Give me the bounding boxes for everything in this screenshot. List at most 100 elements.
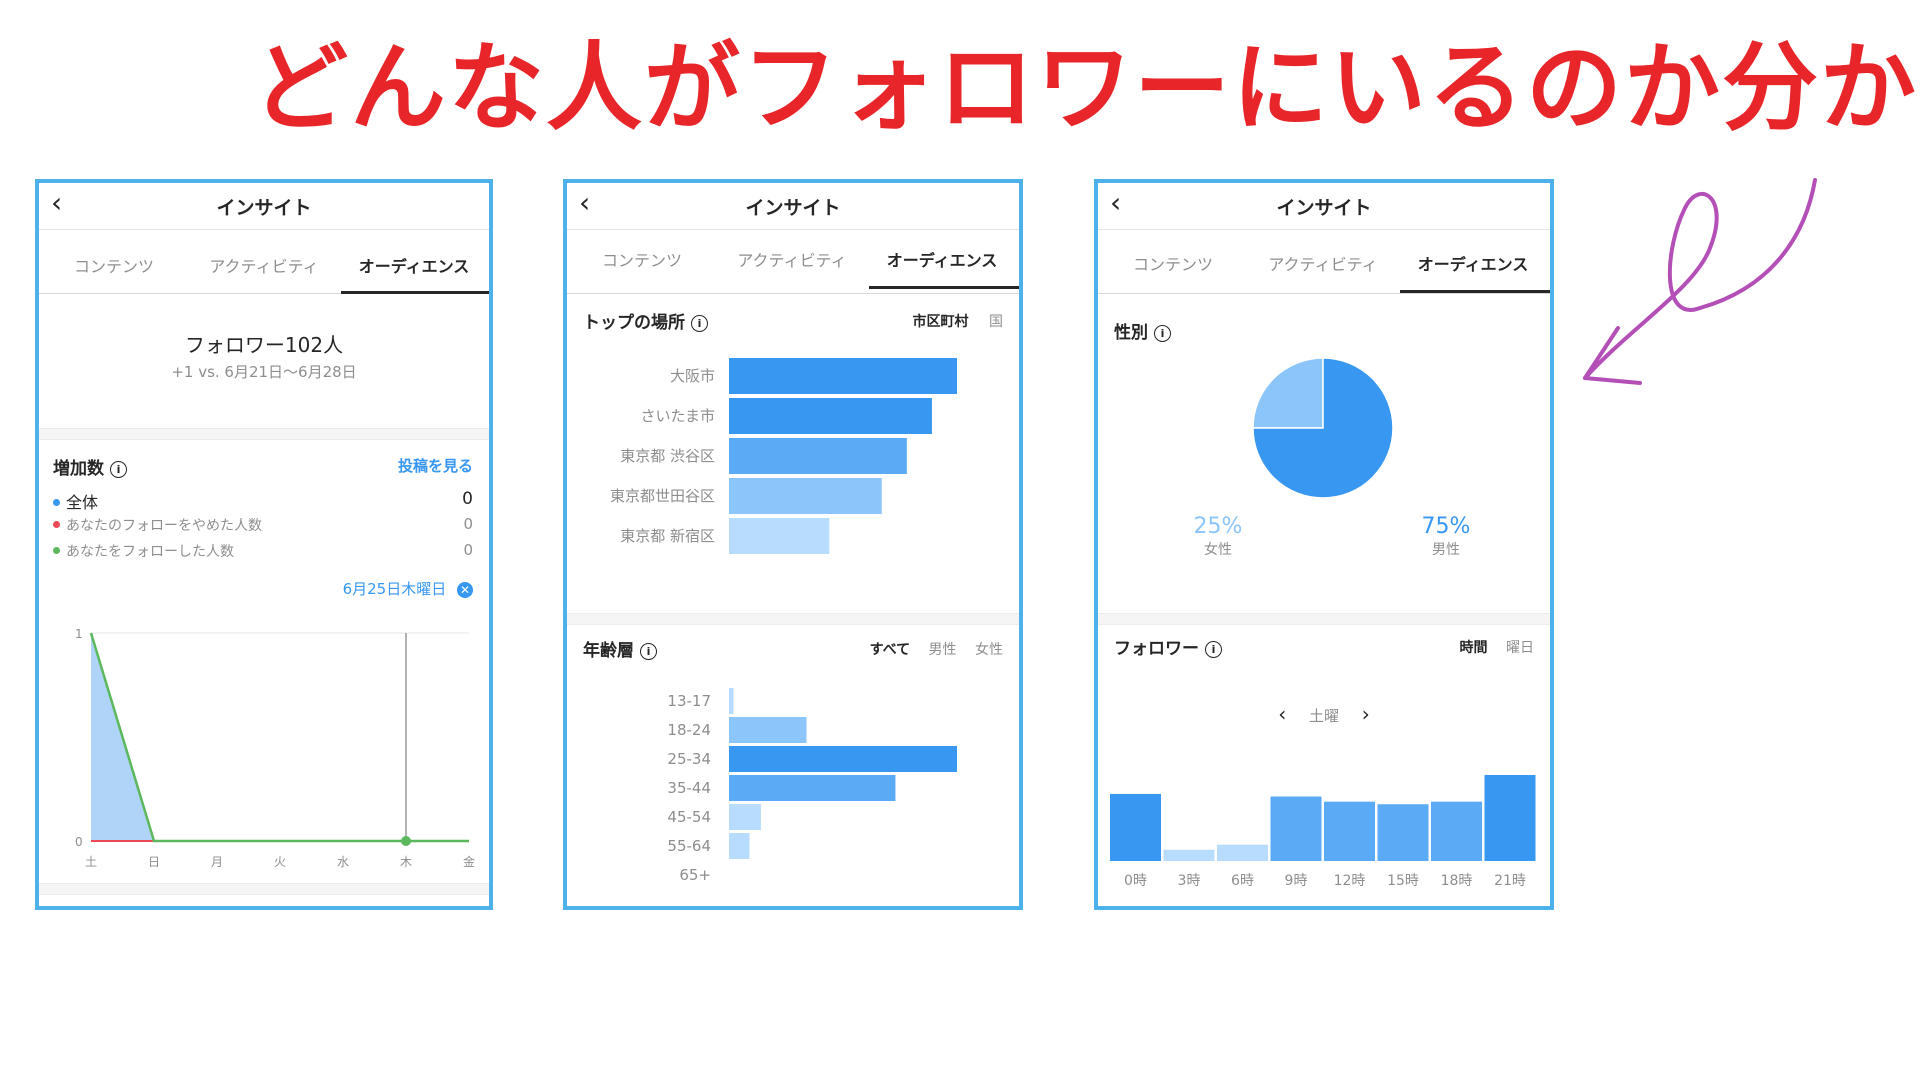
tab-bar: コンテンツ アクティビティ オーディエンス (567, 229, 1019, 294)
legend-value: 0 (462, 489, 473, 509)
bar (1270, 796, 1322, 861)
tab-hours[interactable]: 時間 (1459, 640, 1488, 656)
chevron-left-icon[interactable]: ‹ (51, 186, 63, 219)
female-stat: 25% 女性 (1158, 514, 1278, 559)
category-label: 大阪市 (670, 367, 715, 385)
chevron-left-icon[interactable]: ‹ (579, 186, 591, 219)
page-title: インサイト (216, 197, 312, 219)
x-tick-label: 木 (400, 855, 412, 869)
category-label: 東京都 渋谷区 (620, 447, 715, 465)
chevron-right-icon[interactable]: › (1361, 702, 1370, 726)
gender-pie-chart (1252, 357, 1394, 499)
section-divider (39, 883, 489, 895)
follower-change: +1 vs. 6月21日〜6月28日 (171, 363, 357, 381)
category-label: 65+ (679, 866, 711, 884)
category-label: 18-24 (667, 721, 711, 739)
series-area (91, 633, 469, 841)
chevron-left-icon[interactable]: ‹ (1278, 702, 1287, 726)
age-tabs: すべて 男性 女性 (870, 639, 1003, 659)
bar (1217, 844, 1268, 861)
close-icon[interactable]: ✕ (457, 582, 473, 598)
female-label: 女性 (1204, 542, 1232, 558)
tab-bar: コンテンツ アクティビティ オーディエンス (1098, 229, 1550, 294)
header: ‹ インサイト (567, 183, 1019, 230)
tab-activity[interactable]: アクティビティ (737, 251, 847, 270)
info-icon[interactable]: i (1205, 641, 1222, 658)
category-label: 25-34 (667, 750, 711, 768)
active-tab-indicator (341, 291, 489, 294)
tab-content[interactable]: コンテンツ (1132, 255, 1213, 274)
selected-date-text: 6月25日木曜日 (342, 580, 447, 598)
place-tabs: 市区町村 国 (913, 311, 1003, 331)
series-line (89, 632, 469, 843)
info-icon[interactable]: i (691, 315, 708, 332)
x-tick-label: 火 (274, 855, 286, 869)
bar (729, 478, 882, 514)
legend: 全体 0 あなたのフォローをやめた人数 0 あなたをフォローした人数 0 (53, 489, 473, 567)
x-tick-label: 18時 (1441, 873, 1473, 889)
section-divider (39, 428, 489, 440)
tab-city[interactable]: 市区町村 (912, 314, 969, 330)
tab-audience[interactable]: オーディエンス (1417, 255, 1529, 274)
top-places-title-text: トップの場所 (583, 313, 685, 333)
category-label: さいたま市 (640, 407, 715, 425)
bar (1324, 801, 1375, 861)
tab-activity[interactable]: アクティビティ (1268, 255, 1378, 274)
tab-female[interactable]: 女性 (975, 642, 1003, 658)
chevron-left-icon[interactable]: ‹ (1110, 186, 1122, 219)
bar (1377, 804, 1429, 861)
tab-country[interactable]: 国 (989, 314, 1003, 330)
tab-days[interactable]: 曜日 (1506, 640, 1534, 656)
tab-male[interactable]: 男性 (928, 642, 957, 658)
tab-all[interactable]: すべて (869, 642, 911, 658)
tab-content[interactable]: コンテンツ (73, 257, 154, 276)
header: ‹ インサイト (1098, 183, 1550, 230)
legend-item-unfollowed: あなたのフォローをやめた人数 0 (53, 515, 473, 541)
day-selector: ‹ 土曜 › (1098, 702, 1550, 726)
x-tick-label: 12時 (1334, 873, 1366, 889)
page-title: インサイト (1276, 197, 1372, 219)
tab-bar: コンテンツ アクティビティ オーディエンス (39, 229, 489, 294)
tab-content[interactable]: コンテンツ (601, 251, 682, 270)
age-bar-chart: 13-17 18-24 25-34 35-44 45-54 55-64 65+ (667, 688, 957, 884)
info-icon[interactable]: i (1154, 325, 1171, 342)
tab-audience[interactable]: オーディエンス (358, 257, 470, 276)
growth-title: 増加数 i (53, 454, 127, 479)
category-label: 東京都世田谷区 (610, 487, 715, 505)
top-places-title: トップの場所 i (583, 308, 708, 333)
info-icon[interactable]: i (640, 643, 657, 660)
bar (1484, 775, 1536, 861)
insights-panel-location-age: ‹ インサイト コンテンツ アクティビティ オーディエンス トップの場所 i 市区… (563, 179, 1023, 910)
selected-date[interactable]: 6月25日木曜日 ✕ (343, 578, 473, 599)
bar (729, 688, 734, 714)
x-tick-label: 金 (463, 854, 475, 869)
growth-title-text: 増加数 (53, 459, 104, 479)
category-label: 55-64 (667, 837, 711, 855)
bar (729, 518, 830, 554)
legend-label: あなたをフォローした人数 (66, 544, 234, 560)
time-tabs: 時間 曜日 (1460, 637, 1534, 657)
arrow-icon (1583, 178, 1817, 385)
active-tab-indicator (869, 286, 1019, 289)
tab-activity[interactable]: アクティビティ (209, 257, 319, 276)
info-icon[interactable]: i (110, 461, 127, 478)
section-divider (567, 613, 1019, 625)
x-tick-label: 6時 (1231, 873, 1254, 889)
bar (729, 438, 907, 474)
day-label: 土曜 (1308, 707, 1339, 725)
y-tick-label: 0 (75, 835, 83, 849)
tab-audience[interactable]: オーディエンス (886, 251, 998, 270)
legend-item-followed: あなたをフォローした人数 0 (53, 541, 473, 567)
x-tick-label: 水 (337, 855, 349, 869)
x-tick-label: 土 (85, 855, 97, 869)
female-percent: 25% (1193, 514, 1243, 539)
section-divider (1098, 613, 1550, 625)
male-percent: 75% (1421, 514, 1471, 539)
legend-label: あなたのフォローをやめた人数 (66, 518, 262, 534)
bar (729, 398, 932, 434)
legend-label: 全体 (66, 493, 99, 512)
header: ‹ インサイト (39, 183, 489, 230)
gender-title-text: 性別 (1114, 323, 1148, 343)
see-posts-link[interactable]: 投稿を見る (397, 457, 473, 475)
gender-title: 性別 i (1114, 318, 1171, 343)
